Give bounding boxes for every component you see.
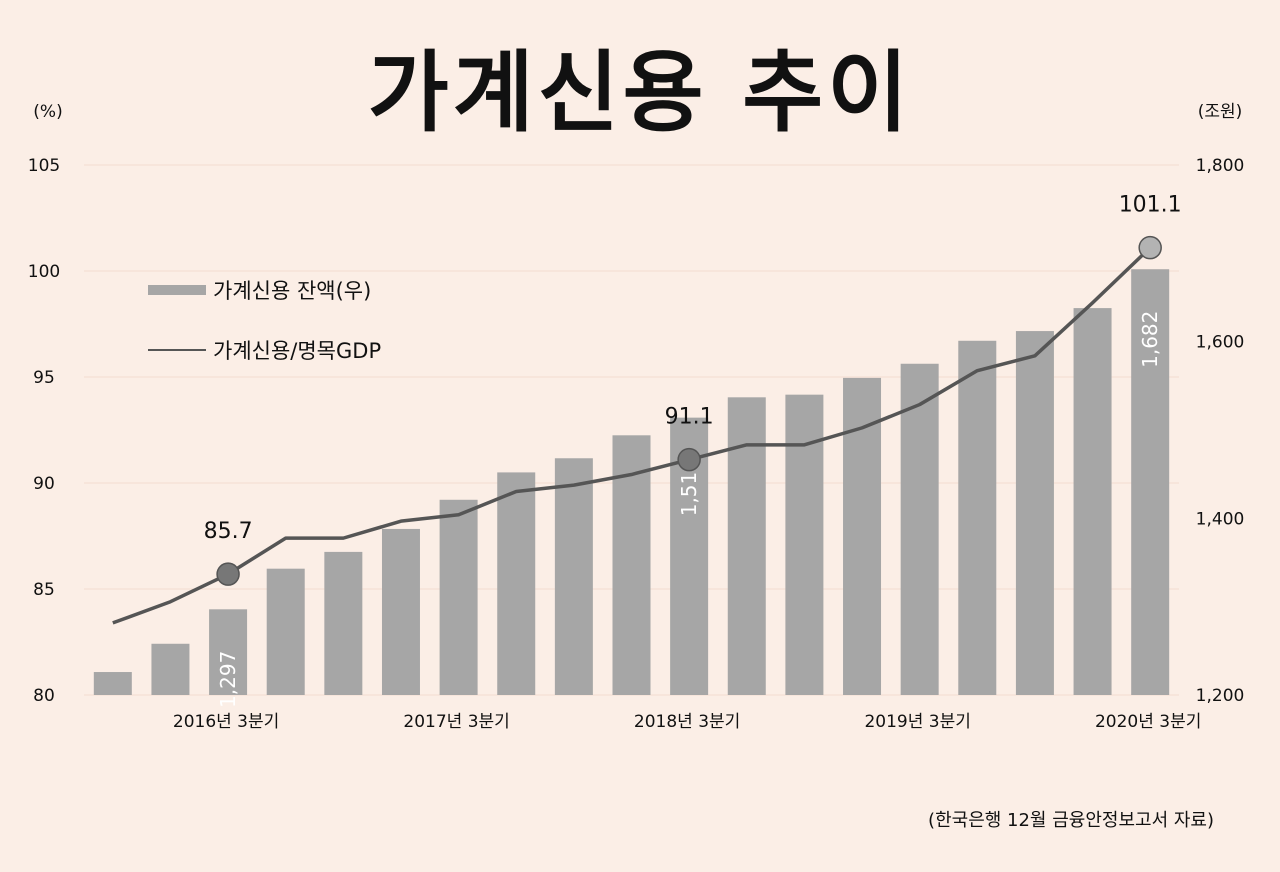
line-value-label: 85.7 bbox=[204, 519, 253, 544]
legend-bar-label: 가계신용 잔액(우) bbox=[213, 279, 371, 303]
bar bbox=[554, 458, 593, 695]
legend-line-label: 가계신용/명목GDP bbox=[213, 339, 381, 363]
bar bbox=[381, 528, 420, 695]
left-tick-label: 85 bbox=[33, 580, 55, 600]
chart-title: 가계신용 추이 bbox=[367, 41, 913, 144]
bar bbox=[900, 363, 939, 695]
line-value-label: 91.1 bbox=[665, 405, 714, 430]
line-marker bbox=[216, 562, 240, 586]
line-value-label: 101.1 bbox=[1119, 193, 1182, 218]
bar bbox=[1015, 331, 1054, 695]
line-marker bbox=[677, 447, 701, 472]
right-tick-label: 1,600 bbox=[1196, 333, 1245, 353]
bar bbox=[497, 472, 536, 695]
bar bbox=[1073, 308, 1112, 695]
x-tick-label: 2016년 3분기 bbox=[173, 712, 279, 732]
left-tick-label: 80 bbox=[33, 686, 55, 706]
left-tick-label: 95 bbox=[33, 368, 55, 388]
left-axis-unit: (%) bbox=[33, 102, 62, 122]
x-tick-label: 2017년 3분기 bbox=[403, 712, 509, 732]
right-tick-label: 1,400 bbox=[1196, 509, 1245, 529]
legend-bar-swatch bbox=[148, 285, 206, 295]
bar bbox=[1131, 269, 1170, 695]
right-axis-unit: (조원) bbox=[1198, 102, 1243, 122]
right-tick-label: 1,200 bbox=[1196, 686, 1245, 706]
bar bbox=[958, 340, 997, 695]
bar-value-label: 1,297 bbox=[216, 651, 240, 708]
right-tick-label: 1,800 bbox=[1196, 156, 1245, 176]
bar bbox=[727, 397, 766, 695]
bar bbox=[843, 377, 882, 695]
bar bbox=[266, 568, 305, 695]
x-tick-label: 2018년 3분기 bbox=[634, 712, 740, 732]
bar-value-label: 1,682 bbox=[1138, 311, 1162, 368]
left-tick-label: 105 bbox=[28, 156, 60, 176]
left-tick-label: 90 bbox=[33, 474, 55, 494]
bar bbox=[209, 609, 248, 695]
x-tick-label: 2020년 3분기 bbox=[1095, 712, 1201, 732]
line-marker bbox=[1138, 235, 1162, 260]
bar bbox=[93, 672, 132, 695]
bar bbox=[324, 551, 363, 695]
bar bbox=[151, 643, 190, 695]
line-series bbox=[112, 246, 1152, 625]
source-note: (한국은행 12월 금융안정보고서 자료) bbox=[928, 810, 1214, 831]
x-tick-label: 2019년 3분기 bbox=[864, 712, 970, 732]
left-tick-label: 100 bbox=[28, 262, 60, 282]
bar bbox=[439, 499, 478, 695]
